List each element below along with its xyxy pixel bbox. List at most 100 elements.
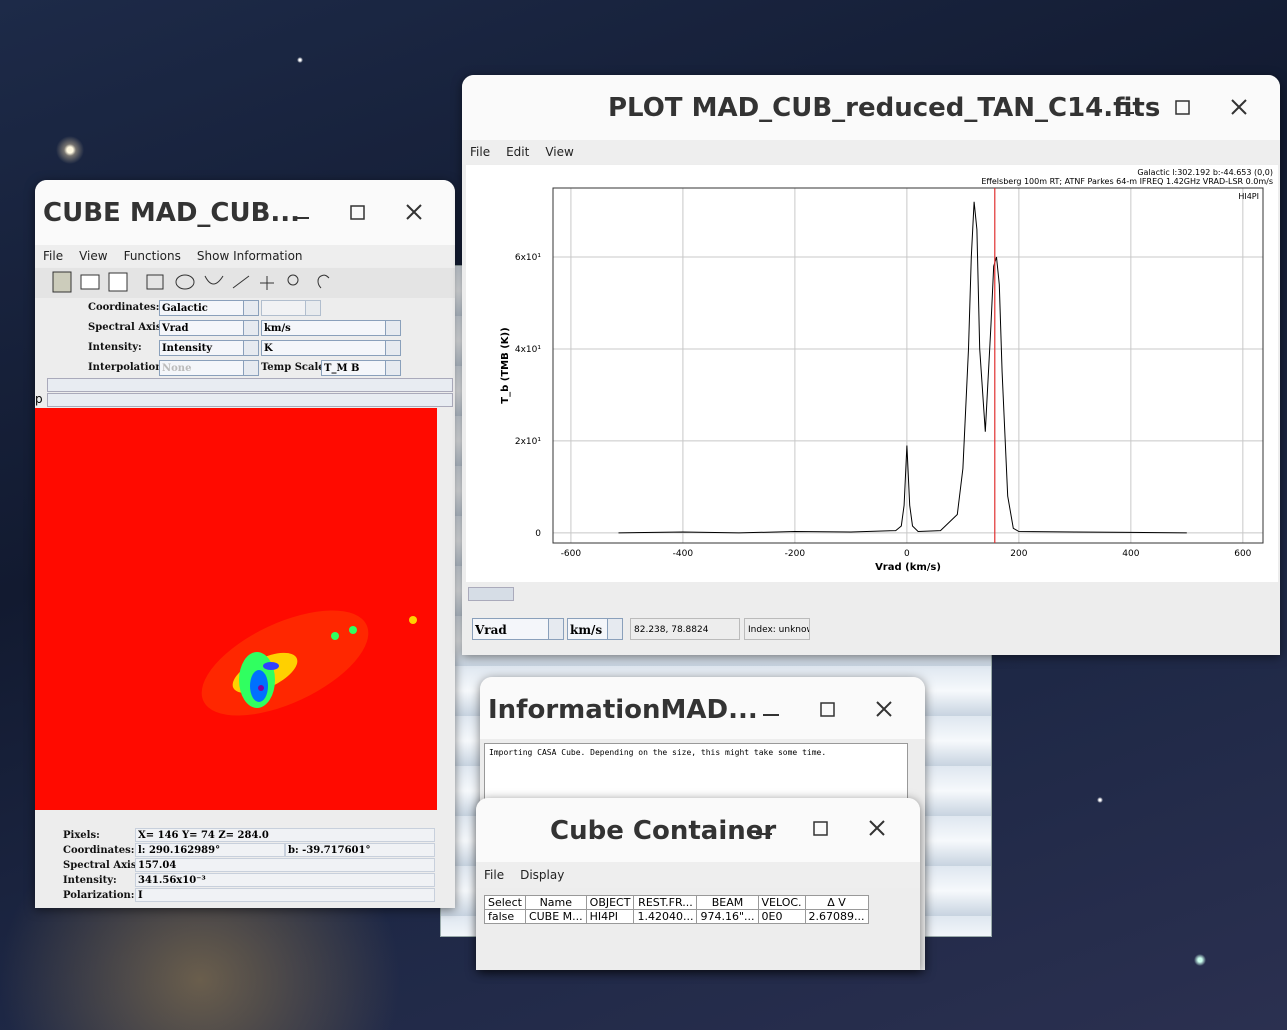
arrow	[243, 361, 258, 375]
dropdown[interactable]: km/s	[261, 320, 401, 336]
label: Pixels:	[63, 830, 100, 841]
column-header[interactable]: Select	[485, 896, 526, 910]
icon[interactable]	[205, 276, 223, 284]
dropdown[interactable]: T_M B	[321, 360, 401, 376]
column-header[interactable]: VELOC.	[758, 896, 805, 910]
dropdown[interactable]: Intensity	[159, 340, 259, 356]
window-controls[interactable]	[285, 198, 435, 232]
icon[interactable]	[109, 273, 127, 291]
arrow	[385, 361, 400, 375]
dropdown	[261, 300, 321, 316]
dropdown-value: km/s	[570, 623, 602, 637]
desktop: CUBE MAD_CUB... FileViewFunctionsShow In…	[0, 0, 1287, 1030]
column-header[interactable]: BEAM	[697, 896, 758, 910]
window-controls[interactable]	[1110, 93, 1260, 127]
page: Desktop { "cube_window": { "title": "CUB…	[0, 0, 1287, 1030]
menu-item[interactable]: Functions	[124, 249, 181, 263]
dropdown-value: Galactic	[162, 303, 208, 314]
menu-item[interactable]: Edit	[506, 145, 529, 159]
slider[interactable]	[47, 378, 453, 392]
column-header[interactable]: Δ V	[805, 896, 868, 910]
dropdown-value: Vrad	[475, 623, 507, 637]
menu-item[interactable]: File	[470, 145, 490, 159]
emission	[258, 685, 264, 691]
dropdown[interactable]: Vrad	[472, 618, 564, 640]
menu-item[interactable]: View	[545, 145, 573, 159]
y-tick-label: 2x10¹	[515, 437, 542, 447]
icon[interactable]	[260, 276, 274, 290]
dropdown[interactable]: K	[261, 340, 401, 356]
menu-item[interactable]: View	[79, 249, 107, 263]
column-header[interactable]: Name	[525, 896, 586, 910]
label: Coordinates:	[88, 302, 159, 313]
dropdown[interactable]: km/s	[567, 618, 623, 640]
emission	[331, 632, 339, 640]
maximize[interactable]	[821, 703, 834, 716]
scroll-arrows[interactable]	[468, 587, 514, 601]
toolbar-icons[interactable]	[35, 268, 355, 298]
arrow	[243, 301, 258, 315]
close[interactable]	[407, 205, 421, 219]
window-title: Cube Container	[550, 816, 776, 846]
icon[interactable]	[53, 272, 71, 292]
slider[interactable]	[47, 393, 453, 407]
window-buttons[interactable]	[755, 695, 905, 725]
annotation: Galactic l:302.192 b:-44.653 (0,0)	[1137, 168, 1273, 177]
menu-item[interactable]: File	[43, 249, 63, 263]
icon[interactable]	[233, 276, 249, 288]
menu-item[interactable]: File	[484, 868, 504, 882]
maximize[interactable]	[351, 206, 364, 219]
arrow	[305, 301, 320, 315]
menu-bar: File Display	[476, 862, 920, 888]
dropdown[interactable]: None	[159, 360, 259, 376]
label: Temp Scale:	[261, 362, 328, 373]
emission	[349, 626, 357, 634]
icon[interactable]	[176, 275, 194, 289]
label: Spectral Axis:	[63, 860, 140, 871]
dropdown[interactable]: Galactic	[159, 300, 259, 316]
maximize[interactable]	[814, 822, 827, 835]
dropdown-value: T_M B	[324, 363, 359, 374]
icon[interactable]	[81, 275, 99, 289]
controls: Coordinates: Galactic Spectral Axis: Vra…	[35, 300, 455, 380]
dropdown-value: km/s	[264, 323, 291, 334]
column-header[interactable]: REST.FR...	[634, 896, 697, 910]
maximize[interactable]	[1176, 101, 1189, 114]
icon[interactable]	[288, 275, 298, 285]
column-header[interactable]: OBJECT	[586, 896, 634, 910]
label: Spectral Axis:	[88, 322, 165, 333]
close[interactable]	[870, 821, 884, 835]
window-controls[interactable]	[748, 814, 898, 848]
arrow	[385, 341, 400, 355]
x-tick-label: -200	[785, 549, 806, 559]
value: b: -39.717601°	[285, 843, 435, 857]
x-tick-label: 0	[904, 549, 910, 559]
cursor-position: 82.238, 78.8824	[630, 618, 740, 640]
label: Coordinates:	[63, 845, 134, 856]
value: 157.04	[135, 858, 435, 872]
icon[interactable]	[318, 275, 329, 288]
arrow	[607, 619, 622, 639]
window-controls[interactable]	[755, 695, 905, 729]
status-panel: Pixels: X= 146 Y= 74 Z= 284.0 Coordinate…	[35, 828, 455, 908]
window-buttons[interactable]	[1110, 93, 1260, 123]
close[interactable]	[1232, 100, 1246, 114]
window-buttons[interactable]	[285, 198, 435, 228]
close[interactable]	[877, 702, 891, 716]
plot-frame	[553, 188, 1263, 543]
menu-item[interactable]: Display	[520, 868, 564, 882]
window-title: PLOT MAD_CUB_reduced_TAN_C14.fits	[608, 93, 1160, 123]
dropdown[interactable]: Vrad	[159, 320, 259, 336]
menu-item[interactable]: Show Information	[197, 249, 303, 263]
x-axis-label: Vrad (km/s)	[875, 562, 941, 573]
title-bar: InformationMAD...	[480, 677, 925, 739]
icon[interactable]	[147, 275, 163, 289]
emission	[263, 662, 279, 670]
annotation: HI4PI	[1238, 192, 1259, 201]
arrow	[243, 321, 258, 335]
window-buttons[interactable]	[748, 814, 898, 844]
menu-bar: File Edit View	[462, 140, 1280, 164]
emission	[409, 616, 417, 624]
